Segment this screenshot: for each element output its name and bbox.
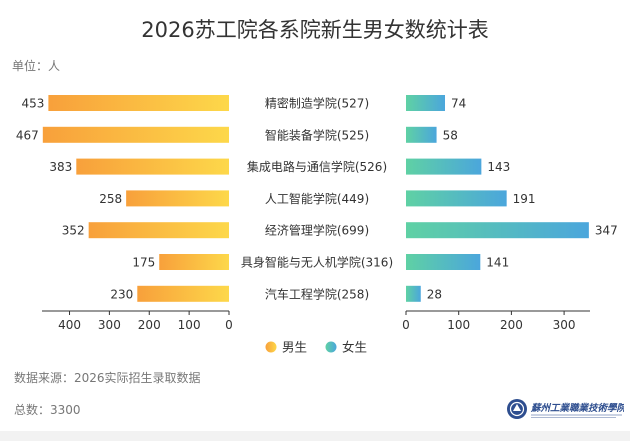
left-axis-tick-label: 200 [138, 318, 161, 332]
male-value-label: 383 [49, 160, 72, 174]
category-label: 精密制造学院(527) [265, 96, 369, 111]
right-axis-tick-label: 300 [553, 318, 576, 332]
male-bar [88, 222, 230, 239]
female-value-label: 58 [443, 128, 458, 142]
female-bar [406, 254, 481, 270]
male-bar [42, 126, 229, 143]
category-label: 具身智能与无人机学院(316) [241, 255, 393, 270]
female-value-label: 74 [451, 97, 466, 111]
female-bar [406, 158, 482, 175]
female-series: 74 58 143 191 347 141 28 [406, 95, 618, 302]
male-value-label: 453 [21, 97, 44, 111]
unit-label: 单位：人 [12, 59, 61, 73]
total-note: 总数：3300 [14, 403, 81, 417]
school-logo: 蘇州工業職業技術學院 [507, 399, 624, 419]
male-value-label: 352 [62, 224, 85, 238]
male-value-label: 258 [99, 192, 122, 206]
category-label: 汽车工程学院(258) [265, 286, 369, 301]
female-value-label: 141 [486, 256, 509, 270]
category-label: 集成电路与通信学院(526) [247, 159, 387, 174]
male-series: 453 467 383 258 352 175 230 [16, 95, 230, 302]
female-value-label: 191 [513, 192, 536, 206]
legend: 男生 女生 [265, 340, 367, 355]
left-axis-tick-label: 300 [98, 318, 121, 332]
legend-label-female: 女生 [342, 340, 367, 355]
left-axis-tick-label: 400 [58, 318, 81, 332]
svg-text:蘇州工業職業技術學院: 蘇州工業職業技術學院 [530, 402, 624, 414]
male-value-label: 467 [16, 128, 39, 142]
legend-label-male: 男生 [282, 340, 307, 355]
male-value-label: 175 [132, 256, 155, 270]
right-axis-tick-label: 200 [500, 318, 523, 332]
category-labels: 精密制造学院(527) 智能装备学院(525) 集成电路与通信学院(526) 人工智能… [241, 96, 393, 302]
female-bar [406, 285, 421, 302]
female-bar [406, 190, 507, 207]
category-label: 经济管理学院(699) [265, 223, 369, 238]
female-value-label: 28 [427, 287, 442, 301]
legend-marker-male [265, 341, 277, 353]
male-bar [48, 95, 229, 111]
female-bar [406, 95, 445, 111]
right-axis-tick-label: 0 [402, 318, 410, 332]
female-value-label: 347 [595, 224, 618, 238]
chart-title: 2026苏工院各系院新生男女数统计表 [141, 18, 489, 42]
source-note: 数据来源：2026实际招生录取数据 [14, 371, 201, 385]
left-axis: 400 300 200 100 0 [42, 310, 233, 332]
bottom-band [0, 431, 630, 441]
male-bar [76, 158, 229, 175]
right-axis: 0 100 200 300 [402, 310, 590, 332]
category-label: 人工智能学院(449) [265, 191, 369, 206]
female-bar [406, 222, 589, 239]
male-bar [159, 254, 229, 270]
right-axis-tick-label: 100 [447, 318, 470, 332]
male-bar [126, 190, 229, 207]
butterfly-bar-chart: 453 467 383 258 352 175 230 74 58 143 191 347 141 28… [16, 95, 618, 355]
male-bar [137, 285, 229, 302]
left-axis-tick-label: 0 [225, 318, 233, 332]
left-axis-tick-label: 100 [178, 318, 201, 332]
female-value-label: 143 [487, 160, 510, 174]
male-value-label: 230 [110, 287, 133, 301]
category-label: 智能装备学院(525) [265, 127, 369, 142]
female-bar [406, 126, 437, 143]
legend-marker-female [325, 341, 337, 353]
